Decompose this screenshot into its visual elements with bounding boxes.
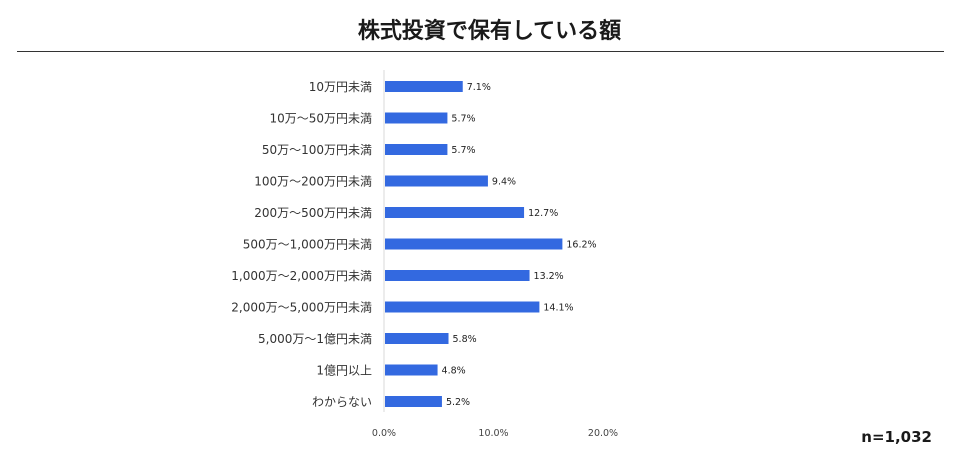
category-label: 200万～500万円未満 (254, 206, 372, 220)
bar (385, 175, 488, 187)
data-label: 7.1% (467, 82, 491, 93)
chart-title: 株式投資で保有している額 (357, 19, 622, 44)
category-label: 50万～100万円未満 (262, 143, 372, 157)
data-label: 9.4% (492, 177, 516, 188)
data-label: 5.7% (451, 114, 475, 125)
bar (385, 207, 525, 218)
data-label: 12.7% (528, 208, 558, 219)
category-label: 100万～200万円未満 (254, 175, 372, 189)
bar (385, 396, 442, 407)
data-label: 16.2% (566, 240, 596, 251)
category-label: 10万円未満 (309, 80, 372, 94)
bar (385, 301, 540, 313)
x-tick-label: 20.0% (588, 428, 618, 439)
bar (385, 81, 463, 92)
x-tick-label: 0.0% (372, 428, 396, 439)
bar (385, 238, 563, 250)
bar (385, 112, 448, 124)
sample-size-note: n=1,032 (861, 428, 932, 446)
data-label: 5.2% (446, 397, 470, 408)
bar (385, 333, 449, 344)
bar (385, 364, 438, 376)
bar (385, 270, 530, 281)
category-label: 1億円以上 (316, 364, 372, 378)
data-label: 5.8% (453, 334, 477, 345)
title-divider (17, 51, 944, 52)
category-label: 1,000万～2,000万円未満 (231, 269, 372, 283)
category-label: 2,000万～5,000万円未満 (231, 301, 372, 315)
data-label: 14.1% (543, 303, 573, 314)
category-label: 5,000万～1億円未満 (258, 332, 372, 346)
bar (385, 144, 448, 155)
category-label: 10万～50万円未満 (269, 112, 372, 126)
data-label: 5.7% (451, 145, 475, 156)
data-label: 4.8% (442, 366, 466, 377)
data-label: 13.2% (534, 271, 564, 282)
x-tick-label: 10.0% (478, 428, 508, 439)
category-label: わからない (312, 395, 372, 409)
category-label: 500万～1,000万円未満 (243, 238, 372, 252)
